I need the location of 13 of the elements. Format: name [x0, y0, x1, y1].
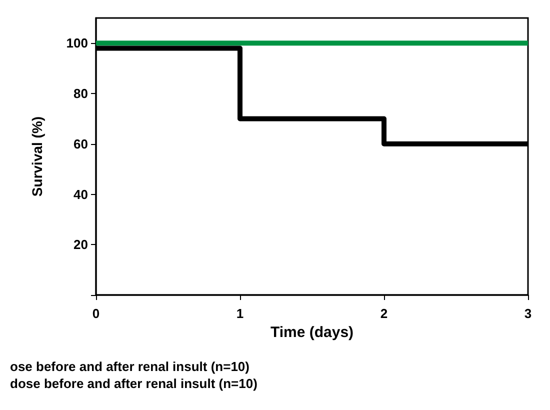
x-axis-title: Time (days): [270, 324, 354, 341]
x-tick-label: 0: [92, 306, 100, 321]
x-tick-label: 2: [380, 306, 388, 321]
x-tick-label: 3: [524, 306, 532, 321]
y-tick-label: 80: [74, 86, 88, 102]
y-tick-label: 60: [74, 136, 88, 152]
text: ose before and after renal insult (n=10): [10, 359, 250, 374]
y-tick-label: 100: [66, 36, 88, 51]
y-axis-title: Survival (%): [29, 116, 45, 197]
y-tick-label: 40: [74, 186, 88, 202]
text: dose before and after renal insult (n=10): [10, 376, 258, 391]
x-tick-label: 1: [236, 306, 244, 321]
y-tick-label: 20: [74, 237, 88, 252]
